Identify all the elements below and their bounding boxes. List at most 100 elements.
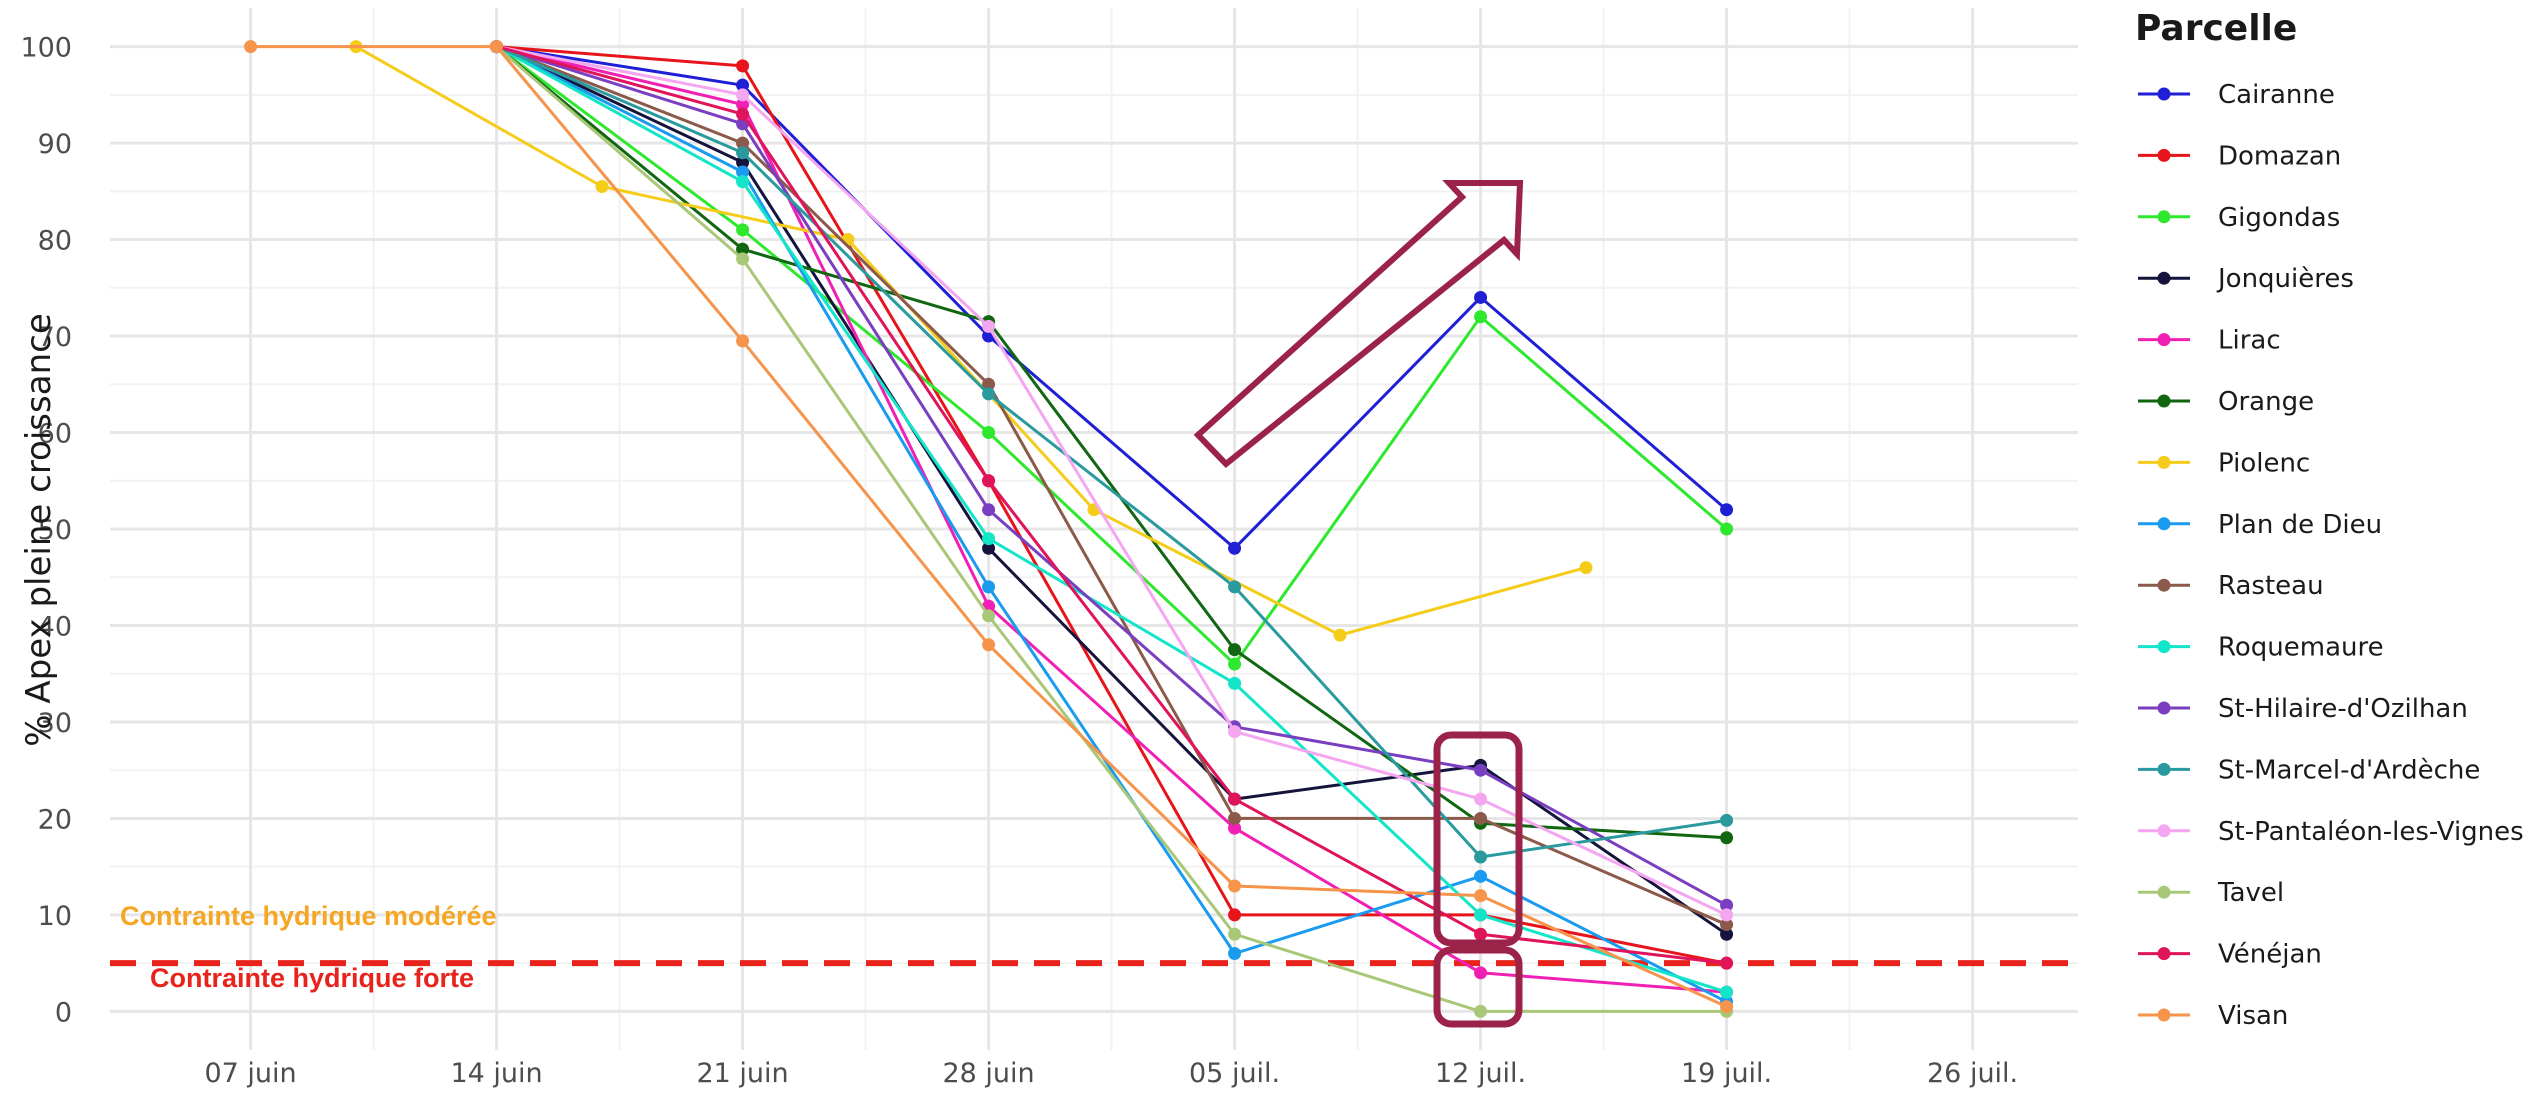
data-point-plan-de-dieu bbox=[1474, 869, 1488, 883]
data-point-jonquieres bbox=[1720, 927, 1734, 941]
legend-label: Piolenc bbox=[2218, 448, 2310, 478]
data-point-st-hilaire-d-ozilhan bbox=[1720, 898, 1734, 912]
legend-key-point bbox=[2157, 701, 2171, 715]
y-tick-label: 50 bbox=[38, 515, 72, 546]
annotation-moderate-stress: Contrainte hydrique modérée bbox=[120, 901, 497, 931]
legend-label: Tavel bbox=[2217, 878, 2284, 908]
x-tick-label: 19 juil. bbox=[1681, 1058, 1772, 1089]
legend-item: Vénéjan bbox=[2138, 940, 2322, 970]
plot-grid bbox=[110, 8, 2078, 1050]
data-point-visan bbox=[1720, 1000, 1734, 1014]
legend: Parcelle Cairanne Domazan Gigondas Jonquièr… bbox=[2135, 8, 2524, 1031]
data-point-orange bbox=[1720, 831, 1734, 845]
data-point-venejan bbox=[1228, 792, 1242, 806]
y-tick-label: 10 bbox=[38, 901, 72, 932]
data-point-cairanne bbox=[736, 78, 750, 92]
legend-key-point bbox=[2157, 148, 2171, 162]
data-point-st-pantaleon-les-vignes bbox=[982, 319, 996, 333]
data-point-st-marcel-d-ardeche bbox=[1720, 813, 1734, 827]
legend-item: Piolenc bbox=[2138, 448, 2310, 478]
highlight-box-12-juil-cluster bbox=[1433, 731, 1523, 947]
data-point-lirac bbox=[736, 97, 750, 111]
data-point-lirac bbox=[1474, 966, 1488, 980]
data-point-gigondas bbox=[1474, 310, 1488, 324]
data-point-domazan bbox=[736, 59, 750, 73]
data-point-visan bbox=[1228, 879, 1242, 893]
data-point-plan-de-dieu bbox=[1228, 947, 1242, 961]
data-point-plan-de-dieu bbox=[736, 165, 750, 179]
x-tick-label: 21 juin bbox=[696, 1058, 788, 1089]
data-point-cairanne bbox=[1228, 541, 1242, 555]
legend-key-point bbox=[2157, 517, 2171, 531]
data-point-piolenc bbox=[841, 233, 855, 247]
legend-key-point bbox=[2157, 210, 2171, 224]
data-point-roquemaure bbox=[1720, 985, 1734, 999]
highlight-box-12-juil-low bbox=[1433, 946, 1523, 1028]
highlight-layer bbox=[1193, 180, 1524, 1028]
legend-key-point bbox=[2157, 87, 2171, 101]
x-tick-label: 14 juin bbox=[450, 1058, 542, 1089]
y-tick-label: 20 bbox=[38, 804, 72, 835]
data-point-venejan bbox=[1720, 956, 1734, 970]
data-point-st-marcel-d-ardeche bbox=[736, 146, 750, 160]
legend-label: Jonquières bbox=[2216, 264, 2354, 294]
series-line-gigondas bbox=[495, 45, 1728, 666]
legend-item: Lirac bbox=[2138, 326, 2281, 356]
y-tick-label: 0 bbox=[55, 997, 72, 1028]
data-point-st-pantaleon-les-vignes bbox=[736, 88, 750, 102]
legend-key-point bbox=[2157, 394, 2171, 408]
series-visan bbox=[244, 40, 1734, 1014]
axes-layer: 0 10 20 30 40 50 60 70 80 90 100 07 juin 14 juin 21 j… bbox=[20, 33, 2018, 1089]
y-tick-label: 30 bbox=[38, 708, 72, 739]
data-point-venejan bbox=[1474, 927, 1488, 941]
data-point-visan bbox=[982, 638, 996, 652]
series-line-venejan bbox=[496, 45, 1727, 965]
legend-label: Gigondas bbox=[2218, 203, 2340, 233]
data-point-tavel bbox=[1474, 1004, 1488, 1018]
data-point-orange bbox=[1228, 643, 1242, 657]
legend-item: Visan bbox=[2138, 1001, 2288, 1031]
data-point-st-hilaire-d-ozilhan bbox=[1474, 763, 1488, 777]
legend-label: Domazan bbox=[2218, 141, 2341, 171]
data-point-st-marcel-d-ardeche bbox=[1474, 850, 1488, 864]
x-tick-label: 07 juin bbox=[204, 1058, 296, 1089]
data-point-tavel bbox=[982, 609, 996, 623]
legend-item: Plan de Dieu bbox=[2138, 510, 2382, 540]
legend-label: St-Marcel-d'Ardèche bbox=[2218, 755, 2480, 785]
data-point-rasteau bbox=[1228, 811, 1242, 825]
data-point-orange bbox=[736, 242, 750, 256]
data-point-roquemaure bbox=[1228, 676, 1242, 690]
data-point-rasteau bbox=[982, 377, 996, 391]
data-point-piolenc bbox=[595, 179, 609, 193]
legend-item: Gigondas bbox=[2138, 203, 2340, 233]
legend-key-point bbox=[2157, 824, 2171, 838]
data-point-rasteau bbox=[1474, 811, 1488, 825]
data-point-lirac bbox=[1228, 821, 1242, 835]
legend-key-point bbox=[2157, 578, 2171, 592]
y-tick-label: 70 bbox=[38, 322, 72, 353]
legend-key-point bbox=[2157, 271, 2171, 285]
legend-label: Plan de Dieu bbox=[2218, 510, 2382, 540]
data-point-piolenc bbox=[1333, 628, 1347, 642]
legend-item: Roquemaure bbox=[2138, 633, 2384, 663]
data-point-domazan bbox=[1228, 908, 1242, 922]
legend-key-point bbox=[2157, 762, 2171, 776]
data-point-cairanne bbox=[1474, 290, 1488, 304]
legend-key-point bbox=[2157, 640, 2171, 654]
legend-item: Tavel bbox=[2138, 878, 2284, 908]
series-venejan bbox=[490, 40, 1734, 970]
data-point-venejan bbox=[982, 474, 996, 488]
data-point-jonquieres bbox=[982, 541, 996, 555]
legend-label: Lirac bbox=[2218, 326, 2281, 356]
legend-key-point bbox=[2157, 333, 2171, 347]
x-tick-label: 05 juil. bbox=[1189, 1058, 1280, 1089]
legend-label: Roquemaure bbox=[2218, 633, 2384, 663]
data-point-roquemaure bbox=[982, 532, 996, 546]
data-point-st-marcel-d-ardeche bbox=[982, 387, 996, 401]
annotation-layer: Contrainte hydrique modérée Contrainte h… bbox=[120, 901, 497, 993]
data-point-visan bbox=[1474, 889, 1488, 903]
legend-item: Domazan bbox=[2138, 141, 2341, 171]
legend-key-point bbox=[2157, 1008, 2171, 1022]
data-point-tavel bbox=[736, 252, 750, 266]
upward-trend-arrow bbox=[1193, 180, 1524, 469]
